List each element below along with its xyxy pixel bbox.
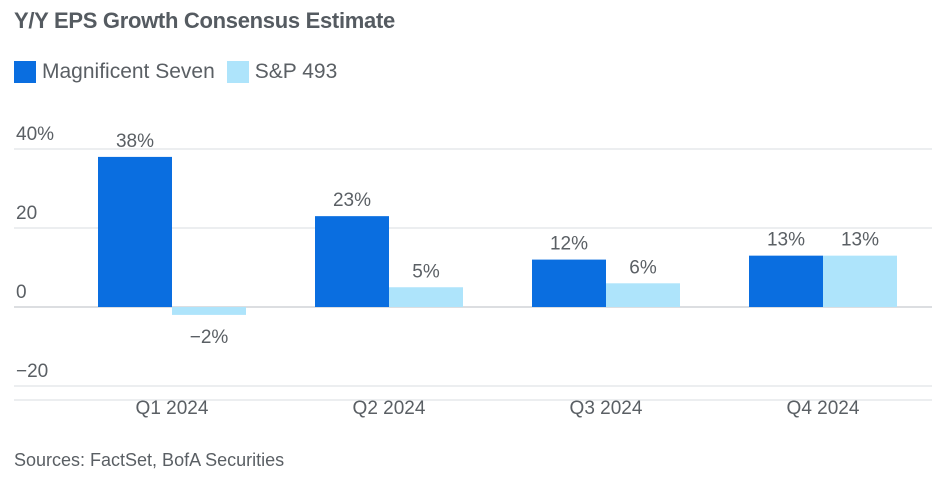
data-label: 23% — [333, 190, 371, 211]
legend-label-sp-493: S&P 493 — [254, 60, 338, 83]
legend-swatch-magnificent-seven — [14, 61, 36, 83]
data-label: 5% — [412, 261, 440, 282]
y-tick-label: 20 — [16, 203, 37, 224]
y-tick-label: −20 — [16, 361, 48, 382]
y-tick-label: 0 — [16, 282, 27, 303]
bar — [172, 307, 246, 315]
bar — [749, 255, 823, 307]
legend-item-magnificent-seven: Magnificent Seven — [14, 60, 215, 84]
data-label: 38% — [116, 131, 154, 152]
chart-legend: Magnificent Seven S&P 493 — [14, 60, 349, 84]
data-label: −2% — [190, 327, 229, 348]
data-label: 12% — [550, 234, 588, 255]
x-tick-label: Q2 2024 — [353, 398, 426, 419]
bar — [606, 283, 680, 307]
legend-item-sp-493: S&P 493 — [226, 60, 338, 84]
data-label: 6% — [629, 257, 657, 278]
y-tick-label: 40% — [16, 124, 54, 145]
bar — [315, 216, 389, 307]
bar — [532, 259, 606, 307]
chart-title: Y/Y EPS Growth Consensus Estimate — [14, 8, 395, 33]
x-tick-label: Q1 2024 — [136, 398, 209, 419]
bar — [98, 156, 172, 307]
bar — [823, 255, 897, 307]
x-tick-label: Q3 2024 — [570, 398, 643, 419]
x-tick-label: Q4 2024 — [787, 398, 860, 419]
bar — [389, 287, 463, 307]
legend-label-magnificent-seven: Magnificent Seven — [42, 60, 215, 83]
data-label: 13% — [841, 230, 879, 251]
legend-swatch-sp-493 — [226, 61, 249, 83]
data-label: 13% — [767, 230, 805, 251]
source-note: Sources: FactSet, BofA Securities — [14, 450, 285, 470]
